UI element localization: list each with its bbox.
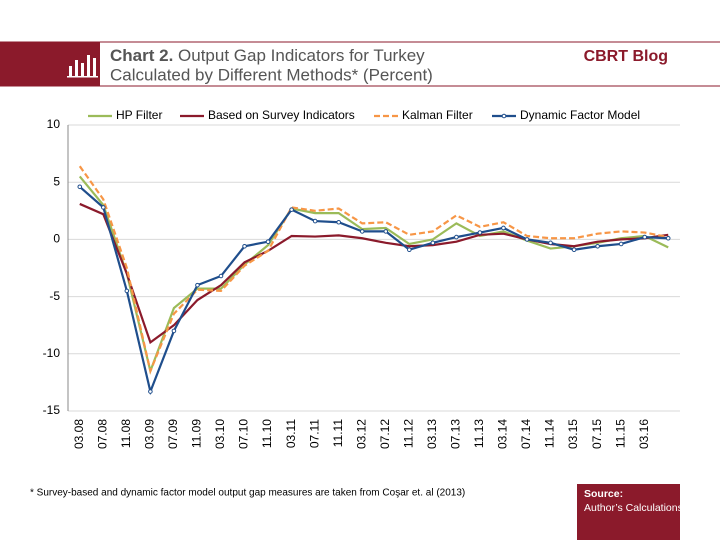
chart-title: Chart 2. Output Gap Indicators for Turke…: [110, 46, 425, 65]
x-tick-label: 03.12: [354, 419, 368, 449]
point: [548, 240, 553, 246]
x-tick-label: 07.14: [519, 419, 533, 449]
source-text: Author’s Calculations: [584, 502, 683, 514]
x-tick-label: 07.13: [449, 419, 463, 449]
point: [407, 247, 412, 252]
legend-label: Based on Survey Indicators: [208, 108, 355, 122]
x-tick-label: 11.13: [472, 419, 486, 448]
x-tick-label: 03.09: [143, 419, 157, 449]
point: [124, 288, 130, 294]
x-tick-label: 03.14: [496, 419, 510, 449]
point: [524, 237, 530, 242]
x-tick-label: 07.11: [307, 419, 321, 448]
point: [218, 273, 224, 279]
x-tick-label: 07.10: [237, 419, 251, 449]
series-line: [78, 175, 669, 375]
point: [642, 234, 647, 240]
x-tick-label: 03.08: [72, 419, 86, 449]
x-tick-label: 11.09: [190, 419, 204, 448]
x-tick-label: 03.10: [213, 419, 227, 449]
x-tick-label: 03.15: [566, 419, 580, 449]
x-tick-label: 03.16: [637, 419, 651, 449]
y-tick-label: 5: [53, 174, 60, 188]
y-tick-label: -10: [43, 346, 61, 360]
y-tick-label: 0: [53, 232, 60, 246]
brand: CBRT Blog: [584, 48, 668, 65]
legend-label: Kalman Filter: [402, 108, 473, 122]
x-tick-label: 11.12: [401, 419, 415, 448]
point: [454, 234, 459, 240]
point: [77, 184, 83, 190]
title-line: Calculated by Different Methods* (Percen…: [110, 65, 433, 84]
series-line: [79, 185, 669, 396]
x-tick-label: 11.15: [613, 419, 627, 448]
x-tick-label: 03.13: [425, 419, 439, 449]
point: [501, 225, 506, 231]
point: [195, 282, 200, 288]
x-tick-label: 07.12: [378, 419, 392, 449]
y-tick-label: -15: [43, 403, 61, 417]
point: [571, 247, 577, 252]
x-tick-label: 11.10: [260, 419, 274, 448]
point: [336, 219, 341, 225]
x-tick-label: 11.14: [543, 419, 557, 448]
x-tick-label: 11.08: [119, 419, 133, 448]
source-label: Source:: [584, 488, 623, 500]
point: [359, 229, 365, 234]
footnote: * Survey-based and dynamic factor model …: [30, 488, 465, 499]
point: [289, 207, 294, 212]
point: [618, 241, 624, 247]
source: Source:: [584, 488, 623, 500]
point: [171, 328, 177, 334]
point: [430, 240, 436, 246]
y-tick-label: -5: [49, 289, 60, 303]
chart-label: Chart 2.: [110, 46, 173, 65]
point: [265, 239, 271, 244]
x-tick-label: 03.11: [284, 419, 298, 448]
point: [148, 389, 153, 394]
x-tick-label: 07.08: [95, 419, 109, 449]
series-line: [78, 165, 669, 375]
y-tick-label: 10: [47, 117, 61, 131]
x-tick-label: 07.09: [166, 419, 180, 449]
chart-icon: [67, 55, 98, 78]
legend-label: Dynamic Factor Model: [520, 108, 640, 122]
point: [595, 243, 600, 249]
title-line: Output Gap Indicators for Turkey: [178, 46, 425, 65]
point: [383, 229, 389, 234]
point: [101, 205, 106, 210]
point: [665, 235, 671, 241]
x-tick-label: 07.15: [590, 419, 604, 449]
point: [242, 243, 247, 249]
legend-marker: [501, 113, 507, 119]
point: [477, 230, 483, 235]
source-box: [577, 484, 680, 540]
header-band: [0, 42, 100, 86]
point: [312, 218, 318, 224]
x-tick-label: 11.11: [331, 419, 345, 448]
legend-label: HP Filter: [116, 108, 162, 122]
